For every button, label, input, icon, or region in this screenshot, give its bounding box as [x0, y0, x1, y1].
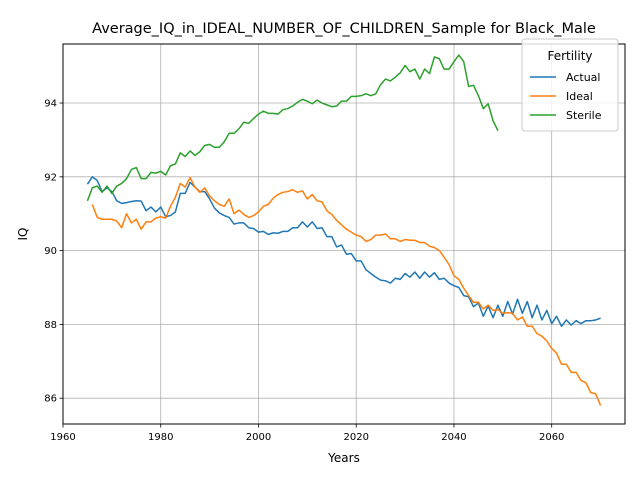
- plot-frame: [62, 43, 626, 425]
- legend-box: [521, 38, 619, 132]
- series-layer: [86, 54, 602, 406]
- x-tick-label: 1960: [50, 432, 75, 443]
- series-line-actual: [86, 176, 601, 327]
- legend-label-sterile: Sterile: [566, 109, 602, 122]
- y-tick-label: 88: [44, 320, 57, 331]
- x-tick-label: 2000: [246, 432, 271, 443]
- x-axis: 1960 1980 2000 2020 2040 2060: [50, 424, 564, 443]
- y-tick-label: 92: [44, 172, 57, 183]
- x-tick-label: 2040: [441, 432, 466, 443]
- y-axis-label: IQ: [16, 228, 30, 241]
- x-tick-label: 1980: [148, 432, 173, 443]
- y-tick-label: 86: [44, 394, 57, 405]
- legend: Fertility Actual Ideal Sterile: [521, 38, 619, 132]
- legend-label-actual: Actual: [566, 71, 600, 84]
- x-tick-label: 2020: [343, 432, 368, 443]
- chart-title: Average_IQ_in_IDEAL_NUMBER_OF_CHILDREN_S…: [92, 21, 596, 37]
- series-line-sterile: [86, 54, 499, 202]
- legend-label-ideal: Ideal: [566, 90, 593, 103]
- y-axis: 86 88 90 92 94: [44, 99, 63, 405]
- legend-title: Fertility: [547, 49, 592, 63]
- x-tick-label: 2060: [539, 432, 564, 443]
- x-axis-label: Years: [327, 451, 360, 465]
- series-line-ideal: [91, 176, 602, 406]
- legend-items: Actual Ideal Sterile: [530, 71, 602, 122]
- y-tick-label: 90: [44, 246, 57, 257]
- y-tick-label: 94: [44, 99, 57, 110]
